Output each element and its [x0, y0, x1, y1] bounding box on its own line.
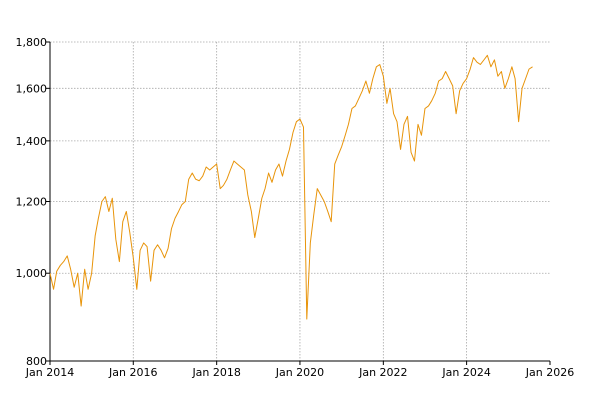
series-layer [49, 54, 533, 320]
x-tick-label: Jan 2024 [441, 366, 490, 379]
x-axis-ticks: Jan 2014 Jan 2016 Jan 2018 Jan 2020 Jan 2022… [25, 361, 574, 379]
grid-lines [50, 41, 550, 361]
series-line-0 [49, 54, 533, 320]
y-axis-ticks: 800 1,000 1,200 1,400 1,600 1,800 [16, 36, 50, 368]
x-tick-label: Jan 2016 [108, 366, 157, 379]
y-tick-label: 1,800 [16, 36, 48, 49]
y-tick-label: 1,000 [16, 267, 48, 280]
y-tick-label: 1,200 [16, 196, 48, 209]
y-tick-label: 800 [26, 355, 47, 368]
x-tick-label: Jan 2014 [25, 366, 74, 379]
y-tick-label: 1,600 [16, 82, 48, 95]
y-tick-label: 1,400 [16, 135, 48, 148]
x-tick-label: Jan 2026 [525, 366, 574, 379]
x-tick-label: Jan 2020 [275, 366, 324, 379]
x-tick-label: Jan 2022 [358, 366, 407, 379]
x-tick-label: Jan 2018 [191, 366, 240, 379]
